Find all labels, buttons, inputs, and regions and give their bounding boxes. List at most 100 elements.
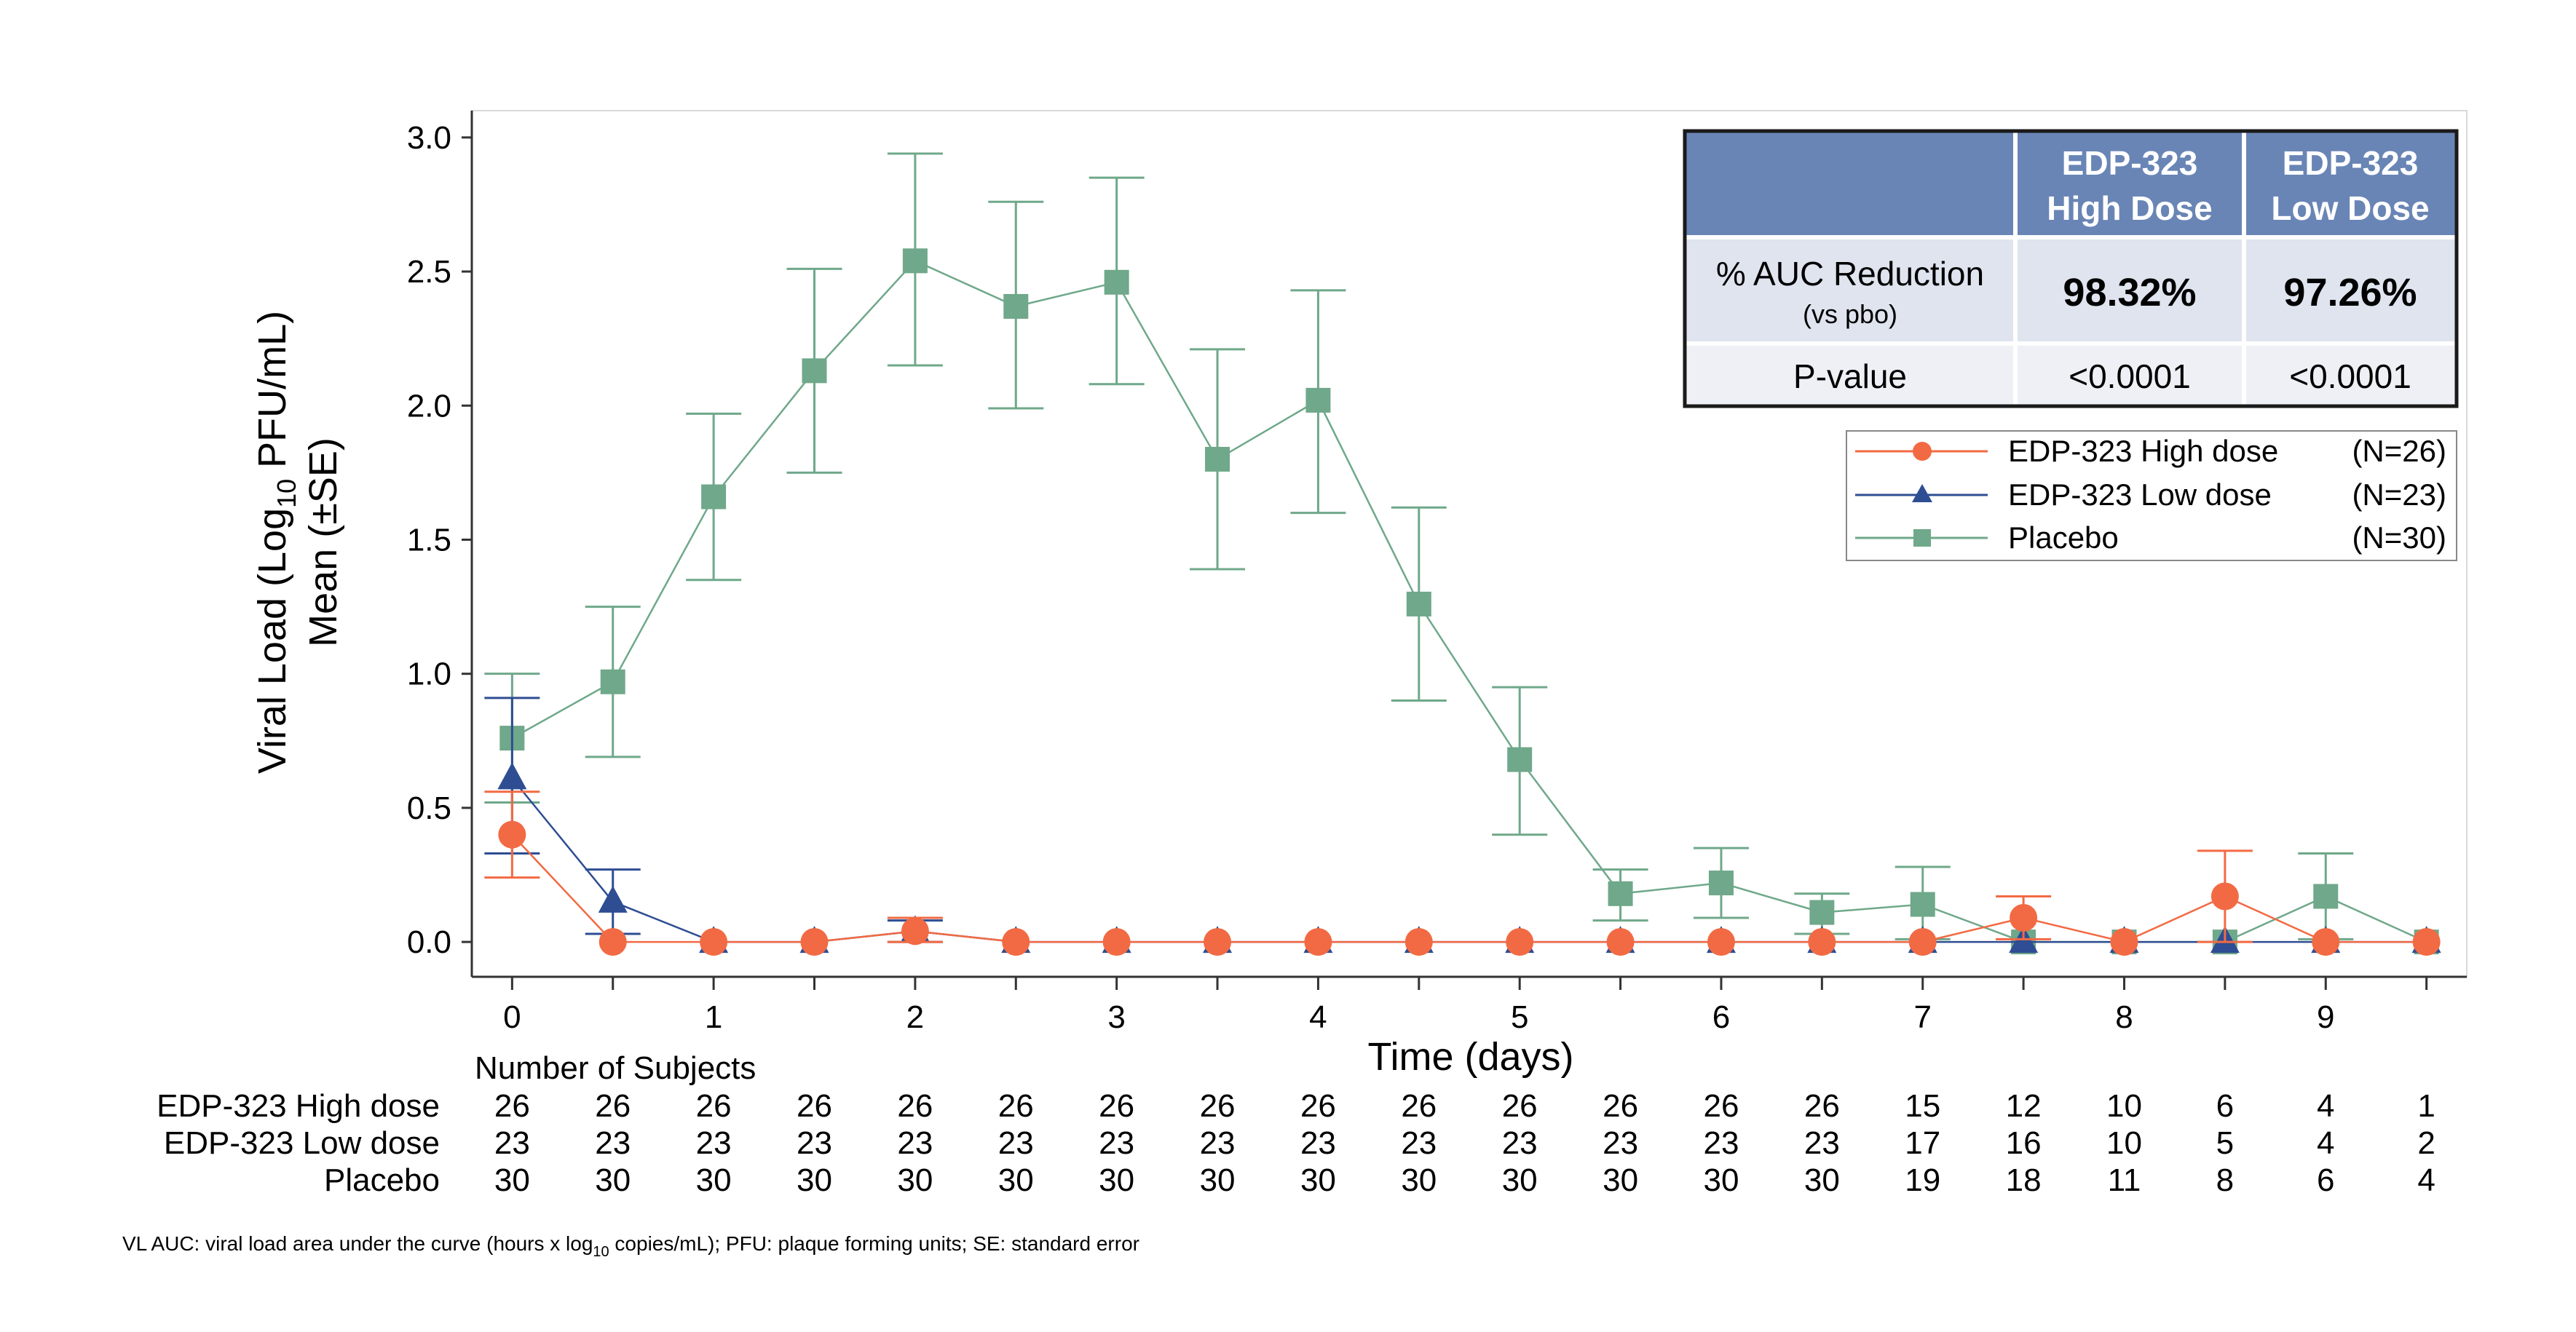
data-point-high xyxy=(1908,928,1937,956)
subject-count: 26 xyxy=(1804,1088,1840,1124)
subject-count: 23 xyxy=(998,1125,1034,1161)
table-header-bg xyxy=(1685,131,2457,236)
data-point-high xyxy=(1304,928,1332,956)
subject-count: 30 xyxy=(1804,1162,1840,1198)
data-point-high xyxy=(1102,928,1131,956)
subject-count: 23 xyxy=(1703,1125,1739,1161)
table-row1-bg xyxy=(1685,239,2457,342)
data-point-high xyxy=(498,820,526,849)
data-point-high xyxy=(1808,928,1836,956)
subject-count: 30 xyxy=(1099,1162,1134,1198)
subject-count: 30 xyxy=(797,1162,832,1198)
subject-count: 15 xyxy=(1905,1088,1940,1124)
y-tick-label: 2.0 xyxy=(407,388,451,424)
subjects-row-label-placebo: Placebo xyxy=(324,1162,440,1198)
subject-count: 17 xyxy=(1905,1125,1940,1161)
subject-count: 30 xyxy=(897,1162,933,1198)
table-row1-low: 97.26% xyxy=(2283,271,2417,314)
data-point-high xyxy=(1204,928,1232,956)
subject-count: 23 xyxy=(1502,1125,1538,1161)
subject-count: 30 xyxy=(1502,1162,1538,1198)
subjects-row-label-low: EDP-323 Low dose xyxy=(164,1125,440,1161)
subject-count: 23 xyxy=(1401,1125,1437,1161)
data-point-high xyxy=(800,928,829,956)
legend-marker-placebo xyxy=(1913,529,1931,547)
axes: 0.0 0.5 1.0 1.5 2.0 2.5 3.0 0 1 2 3 4 5 6 7 8 9 xyxy=(407,111,2467,1035)
subject-count: 2 xyxy=(2417,1125,2435,1161)
series-high xyxy=(484,790,2441,956)
data-point-placebo xyxy=(1406,591,1431,617)
legend-label-placebo: Placebo xyxy=(2008,520,2119,555)
legend-marker-low xyxy=(1912,484,1932,502)
subject-count: 30 xyxy=(1603,1162,1638,1198)
y-axis-title-line2: Mean (±SE) xyxy=(301,437,345,647)
data-point-high xyxy=(2412,928,2441,956)
subject-count: 4 xyxy=(2317,1088,2334,1124)
data-point-placebo xyxy=(1205,446,1230,472)
table-col2-header-line1: EDP-323 xyxy=(2283,144,2419,182)
table-row2-bg xyxy=(1685,345,2457,406)
data-point-placebo xyxy=(802,358,827,384)
data-point-low xyxy=(497,762,527,790)
subject-count: 23 xyxy=(1804,1125,1840,1161)
subject-count: 8 xyxy=(2216,1162,2234,1198)
subject-count: 1 xyxy=(2417,1088,2435,1124)
table-col1-header-line1: EDP-323 xyxy=(2062,144,2198,182)
data-point-high xyxy=(1606,928,1635,956)
table-row1-label: % AUC Reduction xyxy=(1716,255,1984,293)
data-point-placebo xyxy=(600,669,625,694)
data-point-placebo xyxy=(2313,884,2339,909)
subject-count: 23 xyxy=(494,1125,530,1161)
data-point-high xyxy=(1707,928,1735,956)
subject-count: 26 xyxy=(1603,1088,1638,1124)
table-col2-header-line2: Low Dose xyxy=(2271,189,2429,227)
subject-count: 26 xyxy=(998,1088,1034,1124)
subject-count: 26 xyxy=(797,1088,832,1124)
subject-count: 23 xyxy=(897,1125,933,1161)
x-tick-label: 0 xyxy=(503,999,521,1035)
subject-count: 23 xyxy=(595,1125,631,1161)
subject-count: 30 xyxy=(696,1162,732,1198)
y-tick-label: 1.0 xyxy=(407,657,451,692)
subject-count: 26 xyxy=(1703,1088,1739,1124)
legend: EDP-323 High dose (N=26) EDP-323 Low dos… xyxy=(1846,430,2457,561)
data-point-high xyxy=(2110,928,2138,956)
subject-count: 30 xyxy=(494,1162,530,1198)
x-tick-label: 4 xyxy=(1309,999,1327,1035)
subject-count: 26 xyxy=(1099,1088,1134,1124)
x-tick-label: 3 xyxy=(1107,999,1125,1035)
series-line-high xyxy=(511,833,2427,943)
subject-count: 30 xyxy=(1200,1162,1236,1198)
subject-count: 30 xyxy=(1703,1162,1739,1198)
subject-count: 6 xyxy=(2317,1162,2334,1198)
subject-count: 26 xyxy=(1300,1088,1336,1124)
table-row2-label: P-value xyxy=(1793,357,1907,395)
data-point-placebo xyxy=(1003,293,1029,319)
y-axis-title: Viral Load (Log10 PFU/mL) Mean (±SE) xyxy=(250,311,345,774)
table-row2-low: <0.0001 xyxy=(2289,357,2411,395)
data-point-high xyxy=(1002,928,1030,956)
subject-count: 26 xyxy=(897,1088,933,1124)
subject-count: 26 xyxy=(696,1088,732,1124)
subject-count: 23 xyxy=(1300,1125,1336,1161)
table-border xyxy=(1683,129,2459,408)
data-point-placebo xyxy=(1608,881,1633,906)
table-row2-high: <0.0001 xyxy=(2069,357,2191,395)
x-axis-title: Time (days) xyxy=(1367,1035,1573,1079)
data-point-placebo xyxy=(1708,871,1734,896)
subject-count: 16 xyxy=(2006,1125,2042,1161)
x-tick-label: 2 xyxy=(906,999,924,1035)
subjects-table: EDP-323 High dose EDP-323 Low dose Place… xyxy=(157,1088,2435,1198)
table-col1-header-line2: High Dose xyxy=(2047,189,2212,227)
y-tick-label: 3.0 xyxy=(407,120,451,156)
x-tick-label: 7 xyxy=(1913,999,1931,1035)
subject-count: 26 xyxy=(494,1088,530,1124)
x-tick-label: 1 xyxy=(705,999,722,1035)
x-tick-label: 9 xyxy=(2317,999,2334,1035)
data-point-high xyxy=(2010,903,2038,932)
data-point-placebo xyxy=(902,248,928,274)
data-point-high xyxy=(1506,928,1534,956)
subject-count: 18 xyxy=(2006,1162,2042,1198)
table-row1-sublabel: (vs pbo) xyxy=(1803,299,1897,329)
